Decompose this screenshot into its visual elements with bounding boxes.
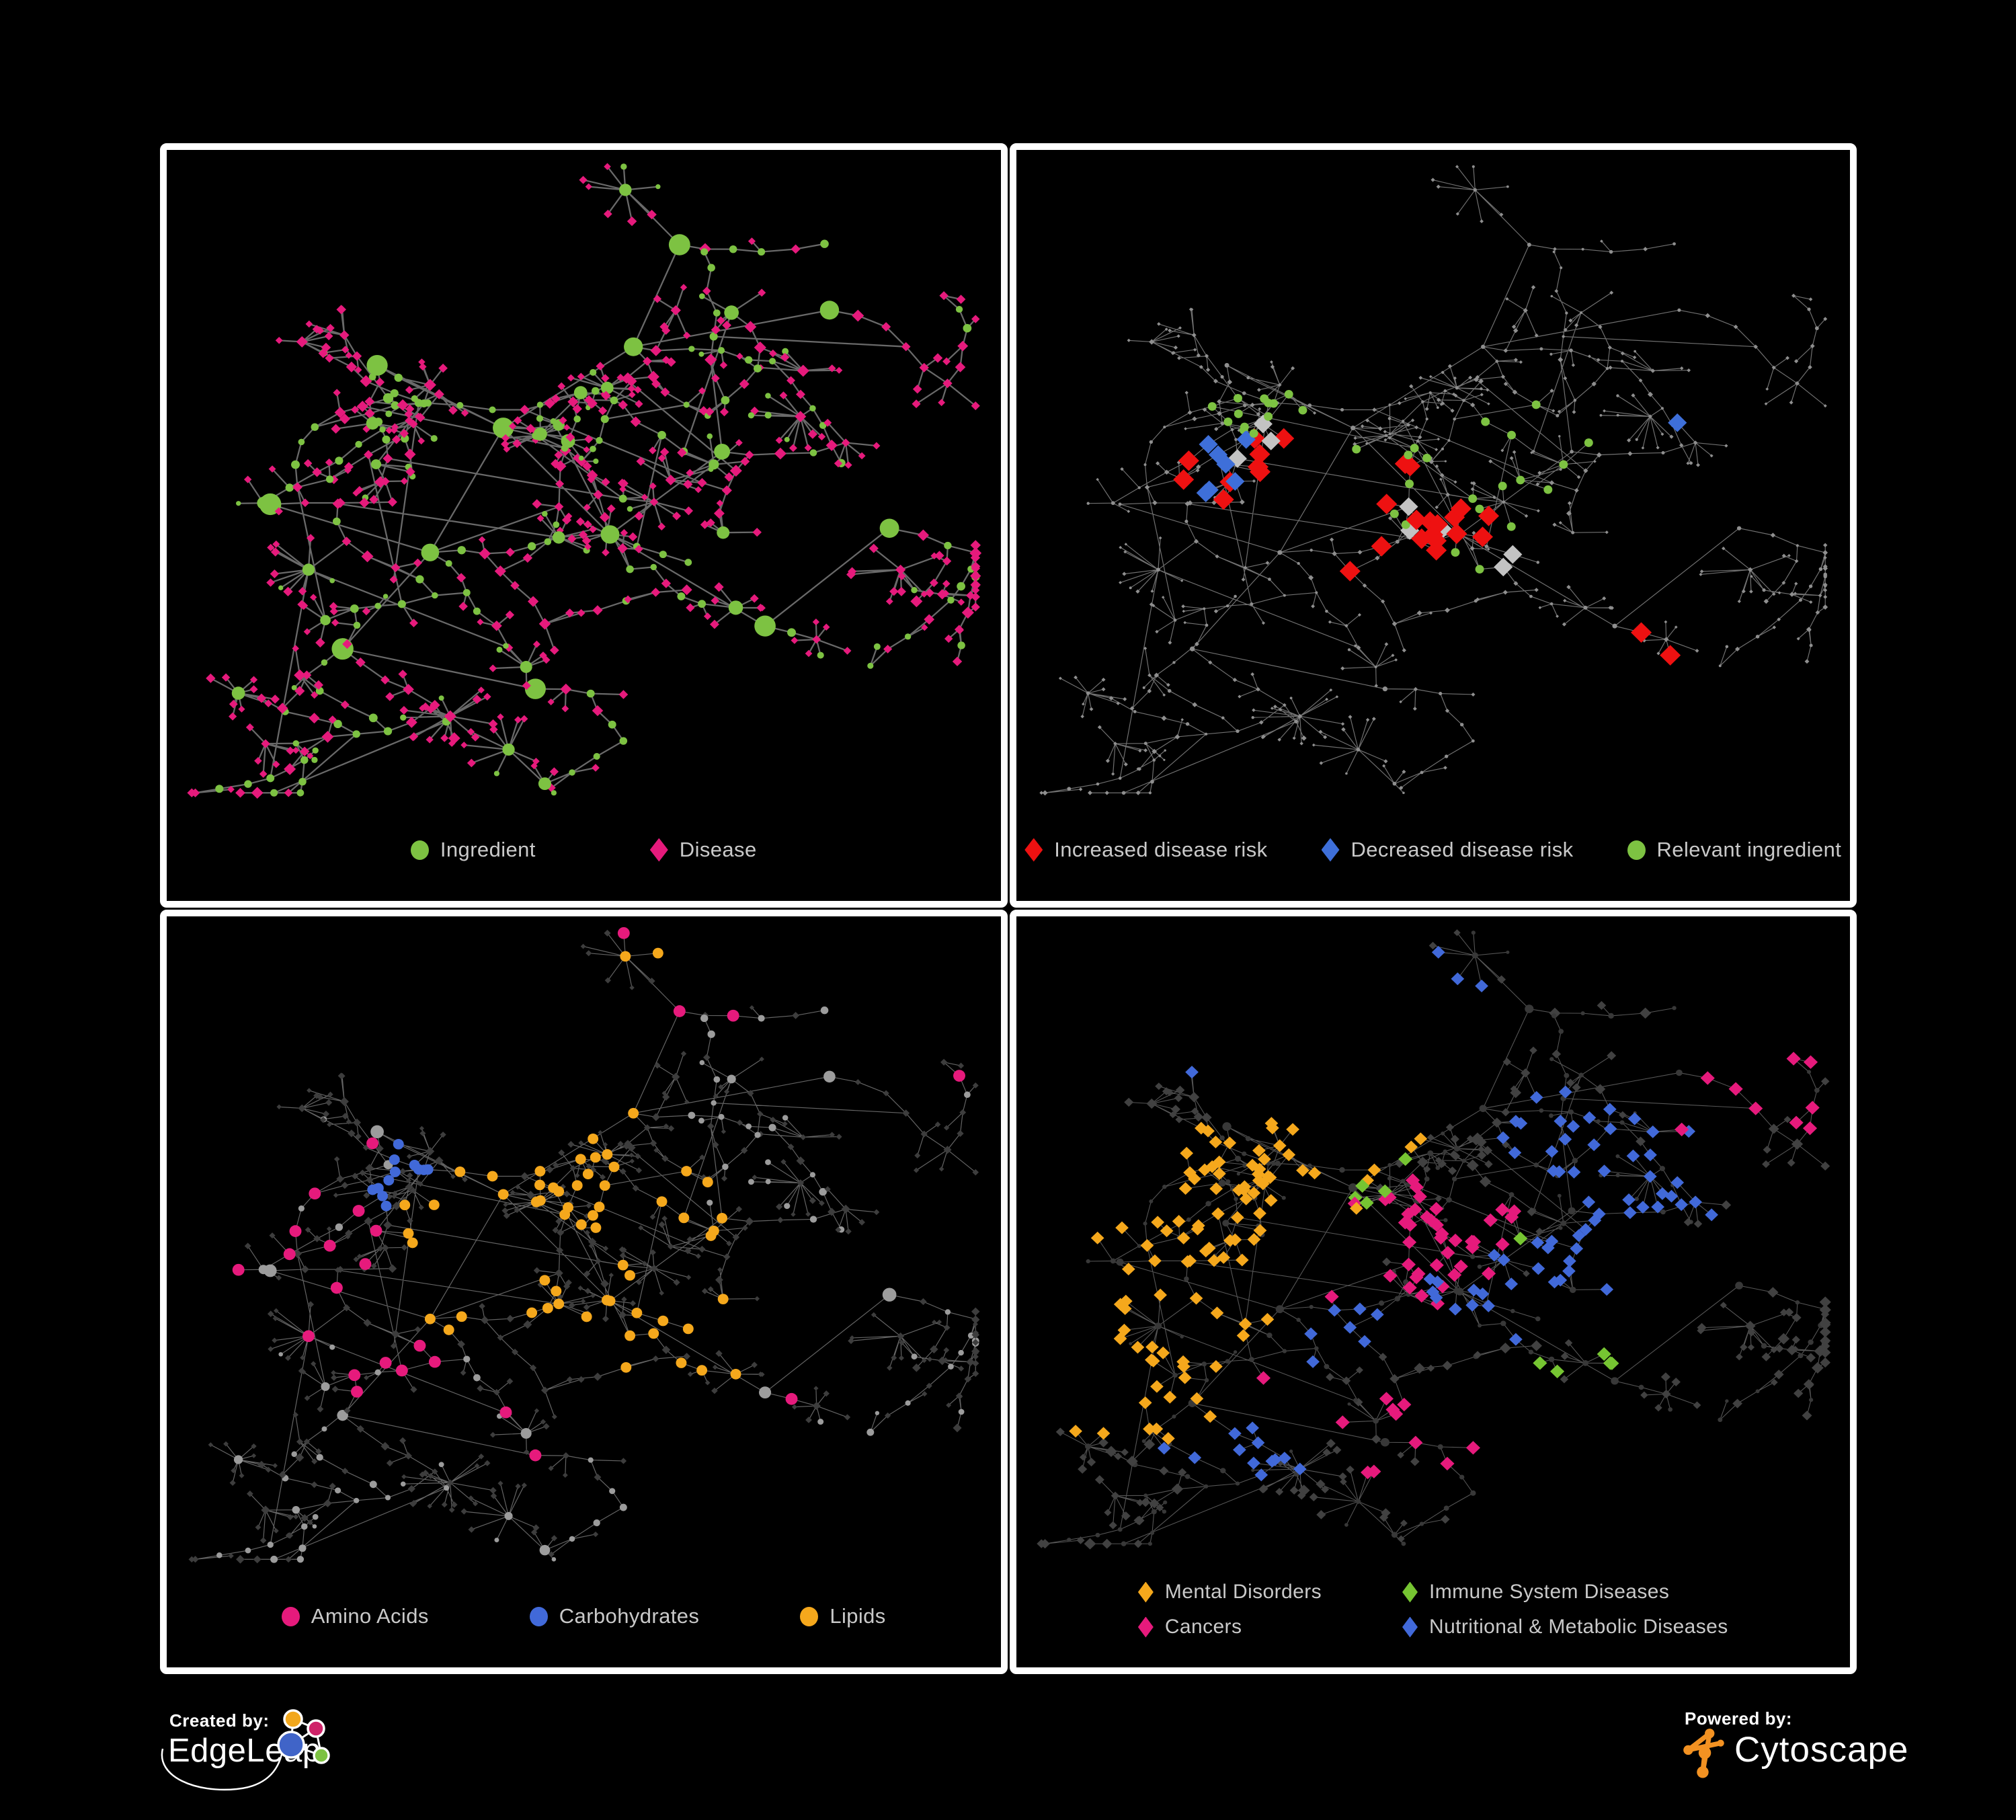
- network-graph-disease-risk: [1039, 165, 1828, 796]
- legend-item-lipids: Lipids: [800, 1604, 885, 1628]
- legend-label: Nutritional & Metabolic Diseases: [1429, 1616, 1728, 1638]
- legend-label: Disease: [679, 838, 757, 861]
- powered-by-label: Powered by:: [1685, 1708, 1793, 1729]
- legend-label: Lipids: [830, 1604, 886, 1628]
- cancers-diamond-icon: [1137, 1616, 1154, 1638]
- edgeleap-node-orange: [283, 1709, 303, 1729]
- legend-label: Amino Acids: [311, 1604, 429, 1628]
- panel-disease-risk: Increased disease risk Decreased disease…: [1009, 143, 1857, 908]
- edgeleap-node-pink: [307, 1719, 325, 1738]
- edgeleap-node-green: [313, 1747, 330, 1764]
- panel-grid: Ingredient Disease Increased disease ris…: [160, 143, 1857, 1674]
- lipids-circle-icon: [800, 1606, 819, 1626]
- disease-diamond-icon: [649, 838, 668, 862]
- edgeleap-node-blue: [277, 1731, 305, 1759]
- legend-item-cancers: Cancers: [1137, 1616, 1322, 1638]
- legend-disease-classes: Mental Disorders Cancers Immune System D…: [1016, 1567, 1851, 1667]
- amino-acids-circle-icon: [281, 1606, 300, 1626]
- legend-label: Cancers: [1164, 1616, 1242, 1638]
- relevant-ingredient-circle-icon: [1627, 840, 1646, 860]
- legend-label: Relevant ingredient: [1656, 838, 1842, 861]
- legend-label: Decreased disease risk: [1350, 838, 1574, 861]
- mental-disorders-diamond-icon: [1137, 1581, 1154, 1603]
- network-graph-ingredient-disease: [187, 163, 982, 799]
- legend-item-immune-system-diseases: Immune System Diseases: [1402, 1581, 1728, 1604]
- legend-item-relevant-ingredient: Relevant ingredient: [1627, 838, 1842, 862]
- legend-label: Mental Disorders: [1164, 1581, 1322, 1603]
- panel-ingredient-disease: Ingredient Disease: [160, 143, 1008, 908]
- legend-item-ingredient: Ingredient: [410, 838, 536, 862]
- legend-item-decreased-risk: Decreased disease risk: [1321, 838, 1574, 862]
- network-graph-disease-classes: [1036, 929, 1831, 1550]
- legend-label: Immune System Diseases: [1429, 1581, 1670, 1603]
- cytoscape-wordmark: Cytoscape: [1734, 1730, 1909, 1770]
- immune-system-diseases-diamond-icon: [1402, 1581, 1418, 1603]
- edgeleap-swoosh-curve: [161, 1748, 284, 1791]
- legend-label: Ingredient: [440, 838, 536, 861]
- edgeleap-logo: [277, 1709, 330, 1764]
- panel-disease-classes: Mental Disorders Cancers Immune System D…: [1009, 910, 1857, 1674]
- legend-nutrient-classes: Amino Acids Carbohydrates Lipids: [167, 1583, 1001, 1667]
- legend-ingredient-disease: Ingredient Disease: [167, 816, 1001, 901]
- nutritional-metabolic-diseases-diamond-icon: [1402, 1616, 1418, 1638]
- legend-item-disease: Disease: [649, 838, 757, 862]
- legend-label: Carbohydrates: [559, 1604, 700, 1628]
- increased-risk-diamond-icon: [1024, 838, 1043, 862]
- legend-label: Increased disease risk: [1054, 838, 1268, 861]
- legend-item-nutritional-metabolic-diseases: Nutritional & Metabolic Diseases: [1402, 1616, 1728, 1638]
- carbohydrates-circle-icon: [529, 1606, 548, 1626]
- legend-item-increased-risk: Increased disease risk: [1024, 838, 1267, 862]
- cytoscape-logo: [1683, 1729, 1724, 1778]
- panel-nutrient-classes: Amino Acids Carbohydrates Lipids: [160, 910, 1008, 1674]
- legend-disease-risk: Increased disease risk Decreased disease…: [1016, 816, 1851, 901]
- decreased-risk-diamond-icon: [1321, 838, 1340, 862]
- created-by-label: Created by:: [169, 1710, 270, 1731]
- legend-item-carbohydrates: Carbohydrates: [529, 1604, 700, 1628]
- legend-item-amino-acids: Amino Acids: [281, 1604, 429, 1628]
- network-graph-nutrient-classes: [188, 926, 980, 1564]
- ingredient-circle-icon: [410, 840, 429, 860]
- legend-item-mental-disorders: Mental Disorders: [1137, 1581, 1322, 1604]
